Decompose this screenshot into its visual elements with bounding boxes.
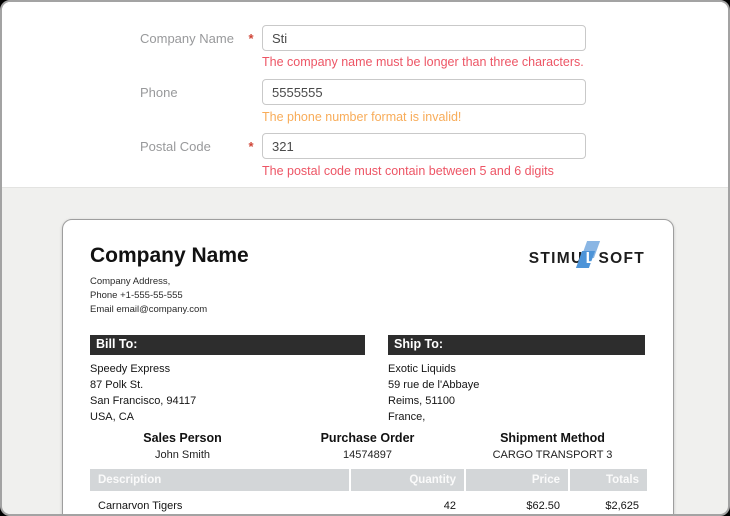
ship-to-line: Exotic Liquids <box>388 363 456 375</box>
postal-code-error: The postal code must contain between 5 a… <box>262 164 554 178</box>
col-header-description: Description <box>90 469 349 491</box>
stimulsoft-logo: STIMU L SOFT <box>528 241 645 268</box>
required-marker: * <box>248 138 254 154</box>
invoice-table: Description Quantity Price Totals Carnar… <box>90 469 647 514</box>
bill-to-block: Bill To: Speedy Express 87 Polk St. San … <box>90 335 365 425</box>
phone-warning: The phone number format is invalid! <box>262 110 462 124</box>
col-header-totals: Totals <box>570 469 647 491</box>
logo-text-post: SOFT <box>598 250 645 267</box>
postal-code-input[interactable] <box>262 133 586 159</box>
report-page: Company Name Company Address, Phone +1-5… <box>62 219 674 514</box>
bill-to-line: Speedy Express <box>90 363 171 375</box>
validation-form: Company Name * The company name must be … <box>2 2 728 188</box>
order-info-section: Sales Person John Smith Purchase Order 1… <box>90 431 645 461</box>
company-contact-block: Company Address, Phone +1-555-55-555 Ema… <box>90 275 249 317</box>
col-header-quantity: Quantity <box>351 469 464 491</box>
bill-to-line: 87 Polk St. <box>90 379 144 391</box>
sales-person-value: John Smith <box>154 449 211 461</box>
company-address-line: Company Address, <box>90 276 171 287</box>
cell-description: Carnarvon Tigers <box>90 491 349 514</box>
sales-person-title: Sales Person <box>143 431 222 445</box>
bill-to-header: Bill To: <box>90 335 365 355</box>
logo-text-mid: L <box>585 250 597 267</box>
bill-to-line: San Francisco, 94117 <box>90 395 197 407</box>
shipment-method-block: Shipment Method CARGO TRANSPORT 3 <box>460 431 645 461</box>
company-phone-line: Phone +1-555-55-555 <box>90 290 183 301</box>
company-name-label: Company Name <box>140 30 234 46</box>
shipment-method-title: Shipment Method <box>500 431 605 445</box>
report-header: Company Name Company Address, Phone +1-5… <box>90 241 645 317</box>
logo-emblem: L <box>576 241 601 268</box>
company-email-line: Email email@company.com <box>90 304 208 315</box>
col-header-price: Price <box>466 469 568 491</box>
ship-to-header: Ship To: <box>388 335 645 355</box>
report-preview: Company Name Company Address, Phone +1-5… <box>2 188 728 514</box>
phone-field-row: Phone <box>2 79 728 105</box>
company-name-input[interactable] <box>262 25 586 51</box>
bill-ship-section: Bill To: Speedy Express 87 Polk St. San … <box>90 335 645 425</box>
report-company-name: Company Name <box>90 244 249 267</box>
bill-to-address: Speedy Express 87 Polk St. San Francisco… <box>90 355 365 425</box>
cell-price: $62.50 <box>466 491 568 514</box>
ship-to-address: Exotic Liquids 59 rue de l'Abbaye Reims,… <box>388 355 645 425</box>
required-marker: * <box>248 30 254 46</box>
shipment-method-value: CARGO TRANSPORT 3 <box>492 449 613 461</box>
company-name-field-row: Company Name * <box>2 25 728 51</box>
postal-code-field-row: Postal Code * <box>2 133 728 159</box>
cell-quantity: 42 <box>351 491 464 514</box>
purchase-order-title: Purchase Order <box>320 431 415 445</box>
postal-code-label: Postal Code <box>140 138 211 154</box>
ship-to-block: Ship To: Exotic Liquids 59 rue de l'Abba… <box>388 335 645 425</box>
logo-text-pre: STIMU <box>528 250 584 267</box>
company-block: Company Name Company Address, Phone +1-5… <box>90 244 249 317</box>
company-name-error: The company name must be longer than thr… <box>262 55 584 69</box>
sales-person-block: Sales Person John Smith <box>90 431 275 461</box>
phone-input[interactable] <box>262 79 586 105</box>
bill-to-line: USA, CA <box>90 411 135 423</box>
purchase-order-value: 14574897 <box>343 449 392 461</box>
ship-to-line: France, <box>388 411 426 423</box>
cell-totals: $2,625 <box>570 491 647 514</box>
phone-label: Phone <box>140 84 178 100</box>
ship-to-line: 59 rue de l'Abbaye <box>388 379 480 391</box>
purchase-order-block: Purchase Order 14574897 <box>275 431 460 461</box>
ship-to-line: Reims, 51100 <box>388 395 456 407</box>
